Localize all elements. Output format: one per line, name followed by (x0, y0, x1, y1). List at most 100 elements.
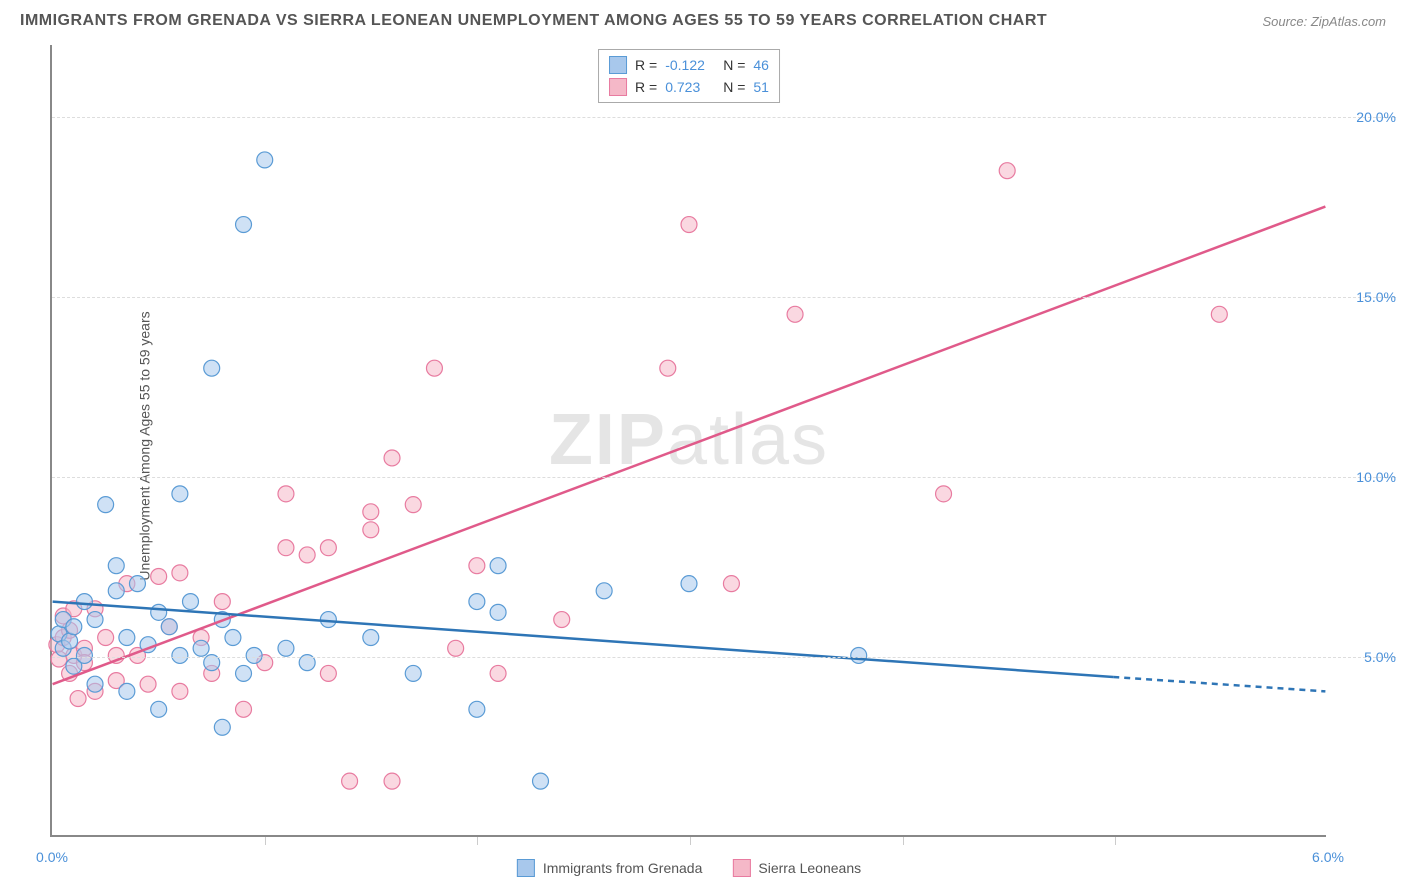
y-tick-label: 20.0% (1336, 109, 1396, 125)
scatter-point (363, 522, 379, 538)
scatter-point (66, 619, 82, 635)
regression-line (1113, 677, 1325, 691)
scatter-point (108, 558, 124, 574)
scatter-point (151, 701, 167, 717)
scatter-point (278, 540, 294, 556)
scatter-point (140, 676, 156, 692)
x-tick-mark (265, 837, 266, 845)
n-value: 51 (753, 79, 769, 95)
scatter-point (236, 701, 252, 717)
scatter-point (172, 486, 188, 502)
scatter-point (98, 497, 114, 513)
n-label: N = (723, 57, 745, 73)
y-tick-label: 5.0% (1336, 649, 1396, 665)
chart-title: IMMIGRANTS FROM GRENADA VS SIERRA LEONEA… (20, 12, 1047, 30)
scatter-point (681, 217, 697, 233)
legend-swatch (732, 859, 750, 877)
scatter-point (426, 360, 442, 376)
scatter-point (108, 583, 124, 599)
legend-series: Immigrants from Grenada Sierra Leoneans (517, 859, 861, 877)
scatter-point (851, 647, 867, 663)
scatter-point (405, 665, 421, 681)
r-value: -0.122 (665, 57, 715, 73)
scatter-point (62, 633, 78, 649)
scatter-point (490, 665, 506, 681)
x-tick-mark (1115, 837, 1116, 845)
x-tick-mark (690, 837, 691, 845)
scatter-point (98, 630, 114, 646)
r-label: R = (635, 79, 657, 95)
legend-series-label: Immigrants from Grenada (543, 860, 703, 876)
scatter-point (490, 604, 506, 620)
legend-series-item: Immigrants from Grenada (517, 859, 703, 877)
scatter-point (225, 630, 241, 646)
scatter-point (533, 773, 549, 789)
scatter-point (172, 565, 188, 581)
scatter-point (151, 604, 167, 620)
regression-line (53, 207, 1326, 685)
scatter-point (76, 647, 92, 663)
x-tick-label: 0.0% (36, 849, 68, 865)
legend-swatch (517, 859, 535, 877)
scatter-point (342, 773, 358, 789)
scatter-point (161, 619, 177, 635)
scatter-point (119, 683, 135, 699)
legend-correlation-row: R = 0.723 N = 51 (609, 76, 769, 98)
scatter-point (87, 676, 103, 692)
x-tick-mark (903, 837, 904, 845)
gridline-horizontal (52, 657, 1396, 658)
n-label: N = (723, 79, 745, 95)
legend-swatch (609, 56, 627, 74)
scatter-point (151, 568, 167, 584)
scatter-point (448, 640, 464, 656)
scatter-point (236, 217, 252, 233)
source-attribution: Source: ZipAtlas.com (1262, 14, 1386, 29)
scatter-point (320, 540, 336, 556)
scatter-point (936, 486, 952, 502)
scatter-point (119, 630, 135, 646)
scatter-point (596, 583, 612, 599)
scatter-point (299, 547, 315, 563)
scatter-point (87, 612, 103, 628)
gridline-horizontal (52, 297, 1396, 298)
legend-correlation: R = -0.122 N = 46 R = 0.723 N = 51 (598, 49, 780, 103)
scatter-point (554, 612, 570, 628)
scatter-point (999, 163, 1015, 179)
scatter-point (193, 640, 209, 656)
legend-swatch (609, 78, 627, 96)
plot-area: ZIPatlas R = -0.122 N = 46 R = 0.723 N =… (50, 45, 1326, 837)
scatter-point (320, 665, 336, 681)
legend-correlation-row: R = -0.122 N = 46 (609, 54, 769, 76)
y-tick-label: 10.0% (1336, 469, 1396, 485)
scatter-point (469, 558, 485, 574)
scatter-point (660, 360, 676, 376)
scatter-point (70, 691, 86, 707)
scatter-svg (52, 45, 1326, 835)
scatter-point (405, 497, 421, 513)
legend-series-item: Sierra Leoneans (732, 859, 861, 877)
scatter-point (246, 647, 262, 663)
scatter-point (204, 360, 220, 376)
scatter-point (787, 306, 803, 322)
r-value: 0.723 (665, 79, 715, 95)
scatter-point (363, 630, 379, 646)
scatter-point (278, 640, 294, 656)
scatter-point (384, 450, 400, 466)
scatter-point (214, 594, 230, 610)
legend-series-label: Sierra Leoneans (758, 860, 861, 876)
scatter-point (384, 773, 400, 789)
scatter-point (76, 594, 92, 610)
scatter-point (723, 576, 739, 592)
gridline-horizontal (52, 117, 1396, 118)
scatter-point (320, 612, 336, 628)
scatter-point (469, 701, 485, 717)
gridline-horizontal (52, 477, 1396, 478)
scatter-point (1211, 306, 1227, 322)
scatter-point (278, 486, 294, 502)
y-tick-label: 15.0% (1336, 289, 1396, 305)
scatter-point (214, 719, 230, 735)
scatter-point (469, 594, 485, 610)
r-label: R = (635, 57, 657, 73)
scatter-point (236, 665, 252, 681)
n-value: 46 (753, 57, 769, 73)
